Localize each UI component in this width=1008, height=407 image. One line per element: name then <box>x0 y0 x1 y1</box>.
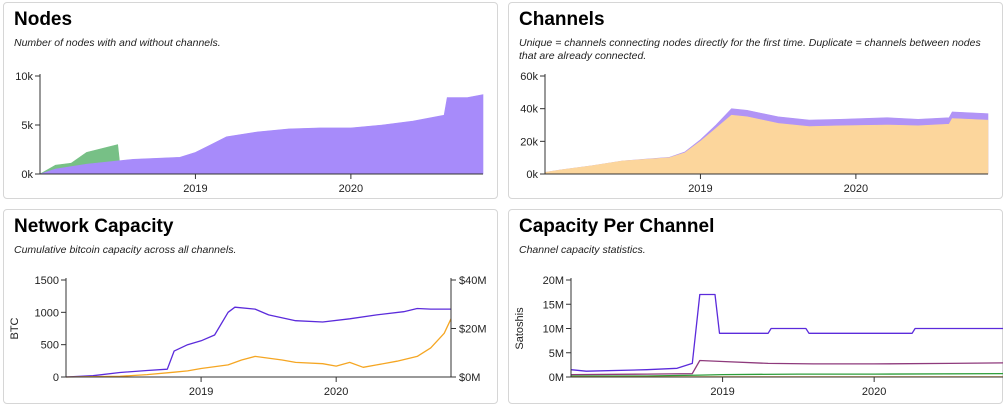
y-tick-label: 0k <box>526 169 538 181</box>
series-line-maximum <box>570 293 1003 372</box>
card-subtitle: Unique = channels connecting nodes direc… <box>519 37 981 62</box>
card-title: Channels <box>519 9 605 30</box>
series-line-median <box>571 372 1004 377</box>
card-subtitle: Cumulative bitcoin capacity across all c… <box>14 244 237 256</box>
y-axis-label: BTC <box>9 317 21 339</box>
y-tick-label: 20k <box>520 136 538 148</box>
card-title: Nodes <box>14 9 73 30</box>
y-tick-label: 1000 <box>35 307 59 319</box>
y2-tick-label: $40M <box>459 275 487 287</box>
x-tick-label: 2020 <box>324 386 348 398</box>
network-capacity-card: Network Capacity Cumulative bitcoin capa… <box>3 209 498 404</box>
y-tick-label: 0M <box>549 372 564 384</box>
x-tick-label: 2020 <box>339 183 363 195</box>
channels-card: Channels Unique = channels connecting no… <box>508 2 1003 199</box>
y-tick-label: 5k <box>21 120 33 132</box>
series-area-nodes-with-channels <box>39 94 484 175</box>
series-area-unique <box>544 114 989 175</box>
x-tick-label: 2019 <box>710 386 734 398</box>
nodes-card: Nodes Number of nodes with and without c… <box>3 2 498 199</box>
series-line-average <box>570 359 1004 376</box>
y2-tick-label: $0M <box>459 372 480 384</box>
capacity-per-channel-chart: 0M 5M 10M 15M 20M 2019 2020 Satoshis <box>514 275 1004 398</box>
y-tick-label: 15M <box>543 299 564 311</box>
series-line-btc <box>65 306 451 378</box>
card-subtitle: Channel capacity statistics. <box>519 244 646 256</box>
x-tick-label: 2019 <box>183 183 207 195</box>
x-tick-label: 2020 <box>862 386 886 398</box>
x-tick-label: 2019 <box>688 183 712 195</box>
card-title: Capacity Per Channel <box>519 216 715 237</box>
capacity-per-channel-card: Capacity Per Channel Channel capacity st… <box>508 209 1004 404</box>
y-tick-label: 500 <box>41 340 59 352</box>
y-tick-label: 0 <box>53 372 59 384</box>
y2-tick-label: $20M <box>459 324 487 336</box>
y-tick-label: 10k <box>15 71 33 83</box>
x-tick-label: 2019 <box>189 386 213 398</box>
card-title: Network Capacity <box>14 216 174 237</box>
y-tick-label: 60k <box>520 71 538 83</box>
y-tick-label: 10M <box>543 324 564 336</box>
y-tick-label: 1500 <box>35 275 59 287</box>
card-subtitle: Number of nodes with and without channel… <box>14 37 221 49</box>
network-capacity-chart: 0 500 1000 1500 2019 2020 BTC $0M $20M $40M <box>9 275 487 398</box>
y-tick-label: 40k <box>520 104 538 116</box>
y-tick-label: 5M <box>549 348 564 360</box>
y-tick-label: 20M <box>543 275 564 287</box>
series-line-usd <box>65 318 452 378</box>
nodes-chart: 0k 5k 10k 2019 2020 <box>15 71 484 195</box>
y-axis-label: Satoshis <box>514 307 526 350</box>
channels-chart: 0k 20k 40k 60k 2019 2020 <box>520 71 989 195</box>
x-tick-label: 2020 <box>844 183 868 195</box>
y-tick-label: 0k <box>21 169 33 181</box>
